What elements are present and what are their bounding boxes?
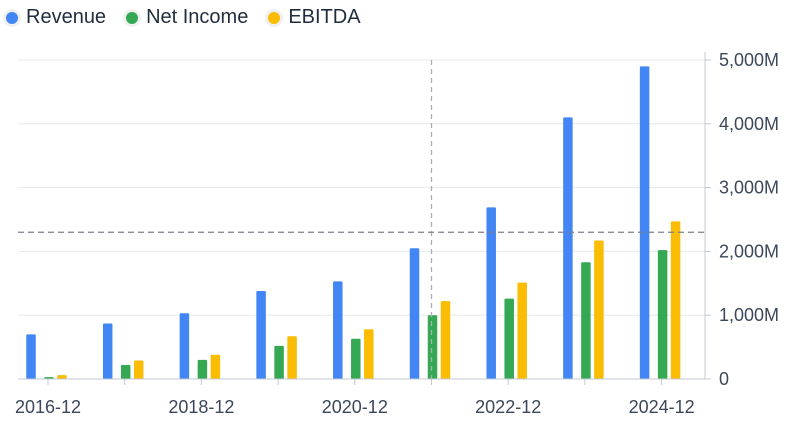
bar-revenue[interactable] [409,248,420,379]
crosshair [18,60,705,379]
net-income-dot-icon [126,11,139,24]
legend-label-ebitda: EBITDA [288,6,361,28]
bar-revenue[interactable] [486,207,496,379]
bar-net-income[interactable] [427,315,438,379]
legend-item-ebitda[interactable]: EBITDA [268,6,361,29]
bar-ebitda[interactable] [364,329,374,379]
x-tick-label: 2016-12 [15,397,81,417]
revenue-dot-icon [6,11,18,24]
bar-ebitda[interactable] [594,240,604,379]
bar-ebitda[interactable] [133,360,144,379]
y-tick-label: 3,000M [719,178,779,198]
y-tick-label: 2,000M [719,241,779,261]
bar-net-income[interactable] [504,298,514,379]
y-tick-label: 0 [719,369,729,389]
ebitda-dot-icon [268,11,281,24]
bar-net-income[interactable] [351,338,361,379]
bar-revenue[interactable] [563,117,573,380]
legend-item-net-income[interactable]: Net Income [126,6,248,29]
bar-revenue[interactable] [333,281,343,379]
bar-ebitda[interactable] [670,221,681,379]
y-tick-label: 5,000M [719,50,779,70]
bar-net-income[interactable] [657,250,668,379]
x-tick-label: 2020-12 [322,397,388,417]
axes-group: 0 1,000M 2,000M 3,000M 4,000M 5,000M 2016-12 20… [15,50,779,417]
bar-net-income[interactable] [274,345,284,379]
bar-revenue[interactable] [102,323,113,379]
bar-net-income[interactable] [120,364,131,379]
bar-revenue[interactable] [179,313,190,379]
bar-ebitda[interactable] [210,354,221,379]
y-tick-label: 1,000M [719,305,779,325]
x-tick-label: 2022-12 [475,397,541,417]
bar-revenue[interactable] [639,66,650,379]
bar-revenue[interactable] [256,290,266,379]
x-tick-label: 2018-12 [168,397,234,417]
legend-label-revenue: Revenue [26,6,107,28]
y-tick-label: 4,000M [719,114,779,134]
grid-lines [18,59,705,316]
legend-label-net-income: Net Income [146,6,249,28]
legend-item-revenue[interactable]: Revenue [6,6,106,29]
bar-ebitda[interactable] [517,282,527,379]
x-tick-label: 2024-12 [629,397,695,417]
bar-net-income[interactable] [197,359,208,379]
bar-net-income[interactable] [581,262,591,379]
bars-group [26,66,681,380]
chart-legend: Revenue Net Income EBITDA [6,6,361,29]
bar-ebitda[interactable] [57,375,67,379]
bar-revenue[interactable] [26,334,36,379]
bar-ebitda[interactable] [287,336,297,379]
bar-ebitda[interactable] [440,301,451,379]
